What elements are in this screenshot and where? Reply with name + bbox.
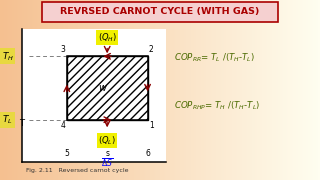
Text: 3: 3 [60, 45, 66, 54]
Text: $\overline{\Delta S}$: $\overline{\Delta S}$ [101, 158, 113, 170]
Text: $(Q_H)$: $(Q_H)$ [98, 31, 117, 44]
Text: $(Q_L)$: $(Q_L)$ [98, 135, 116, 147]
Text: 1: 1 [149, 121, 154, 130]
Text: s: s [105, 149, 109, 158]
Text: $COP_{RHP}$= $T_H$ /($T_H$-$T_L$): $COP_{RHP}$= $T_H$ /($T_H$-$T_L$) [174, 100, 260, 112]
Bar [67, 56, 148, 120]
Text: $T_H$: $T_H$ [2, 50, 14, 62]
Text: 6: 6 [145, 149, 150, 158]
Text: T: T [19, 120, 24, 129]
Bar [42, 2, 278, 22]
Text: $COP_{RR}$= $T_L$ /($T_H$-$T_L$): $COP_{RR}$= $T_L$ /($T_H$-$T_L$) [174, 52, 255, 64]
Text: Fig. 2.11   Reversed carnot cycle: Fig. 2.11 Reversed carnot cycle [26, 168, 128, 173]
Text: 5: 5 [64, 149, 69, 158]
Bar [67, 56, 148, 120]
Text: 2: 2 [149, 45, 154, 54]
Text: w: w [98, 83, 106, 93]
Text: $T_L$: $T_L$ [2, 113, 13, 126]
Text: 4: 4 [60, 121, 66, 130]
Text: REVRSED CARNOT CYCLE (WITH GAS): REVRSED CARNOT CYCLE (WITH GAS) [60, 7, 260, 16]
